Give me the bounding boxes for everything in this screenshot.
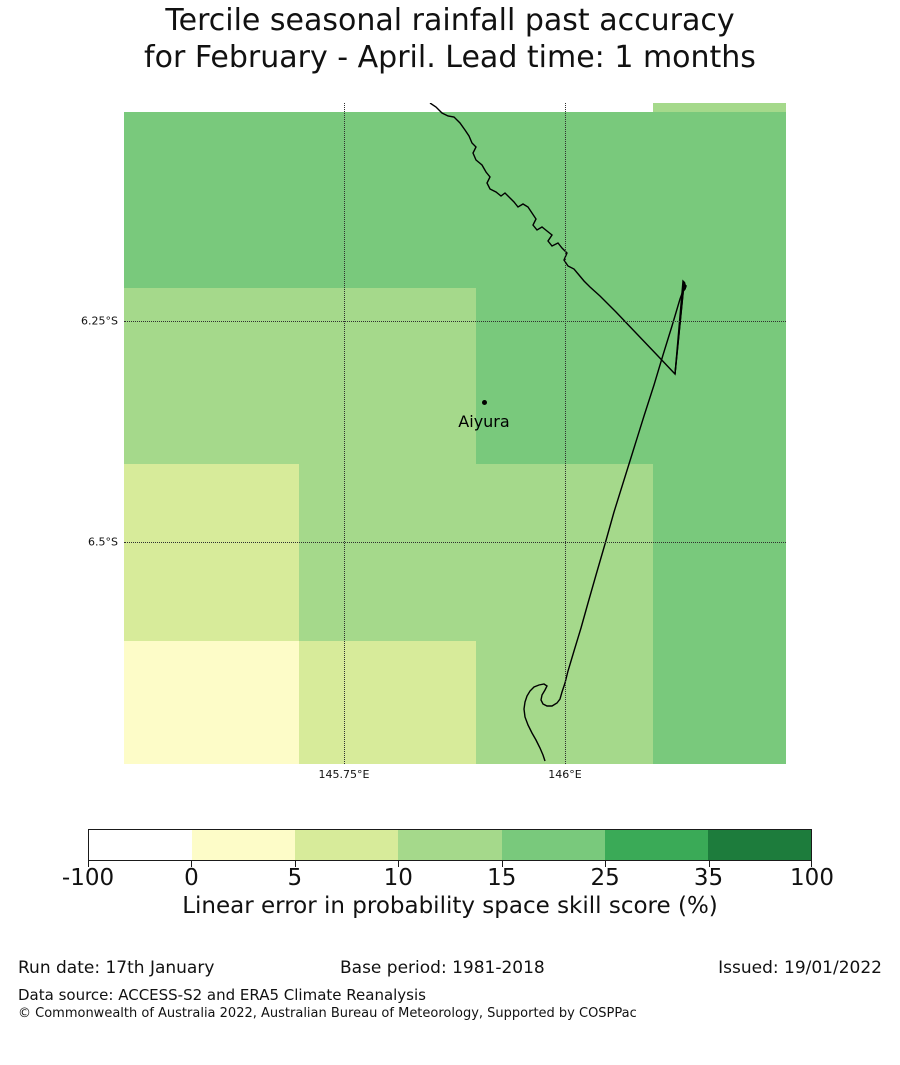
- colorbar-tick-mark: [191, 861, 193, 867]
- colorbar-tick-mark: [88, 861, 89, 867]
- heatmap-cell: [653, 641, 786, 764]
- longitude-tick-label: 145.75°E: [318, 768, 370, 781]
- colorbar-tick-label: 15: [487, 865, 517, 891]
- colorbar-segment: [501, 830, 605, 860]
- colorbar-tick-label: -100: [61, 865, 115, 891]
- heatmap-cell: [476, 641, 653, 764]
- station-marker-aiyura: [482, 400, 487, 405]
- heatmap-cell: [299, 641, 476, 764]
- colorbar-segment: [604, 830, 708, 860]
- heatmap-cell: [124, 641, 299, 764]
- heatmap-cell: [653, 288, 786, 464]
- heatmap-cell: [299, 464, 653, 641]
- footer-data-source: Data source: ACCESS-S2 and ERA5 Climate …: [18, 986, 426, 1004]
- colorbar-tick-mark: [294, 861, 296, 867]
- colorbar-tick-mark: [398, 861, 400, 867]
- colorbar-tick-mark: [708, 861, 710, 867]
- colorbar-tick-label: 5: [287, 865, 303, 891]
- footer-copyright: © Commonwealth of Australia 2022, Austra…: [18, 1006, 637, 1021]
- colorbar[interactable]: -100 0 5 10 15 25 35 100: [62, 829, 834, 891]
- heatmap-cell: [653, 112, 786, 297]
- heatmap-cell: [653, 464, 786, 641]
- colorbar-tick-label: 35: [693, 865, 724, 891]
- page-title: Tercile seasonal rainfall past accuracy …: [0, 0, 900, 76]
- colorbar-tick-mark: [605, 861, 607, 867]
- page-title-line-1: Tercile seasonal rainfall past accuracy: [165, 3, 735, 38]
- station-label-aiyura: Aiyura: [458, 412, 510, 431]
- latitude-tick-label: 6.25°S: [81, 314, 118, 328]
- colorbar-gradient: [88, 829, 812, 861]
- footer: Run date: 17th January Base period: 1981…: [0, 958, 900, 1021]
- footer-base-period: Base period: 1981-2018: [340, 958, 545, 978]
- colorbar-tick-label: 10: [383, 865, 413, 891]
- colorbar-axis-label: Linear error in probability space skill …: [182, 893, 718, 919]
- colorbar-tick-mark: [501, 861, 503, 867]
- page-title-line-2: for February - April. Lead time: 1 month…: [144, 40, 756, 75]
- colorbar-segment: [295, 830, 399, 860]
- footer-meta-row: Run date: 17th January Base period: 1981…: [0, 958, 900, 984]
- heatmap-cell: [124, 464, 299, 641]
- heatmap-cell: [476, 288, 653, 464]
- map-plot-area[interactable]: Aiyura: [124, 103, 786, 764]
- colorbar-segment: [192, 830, 296, 860]
- skill-score-heatmap-cells: [124, 103, 786, 764]
- colorbar-segment: [89, 830, 193, 860]
- heatmap-cell: [124, 112, 653, 297]
- colorbar-tick-label: 25: [590, 865, 620, 891]
- colorbar-tick-label: 100: [790, 865, 834, 891]
- heatmap-cell: [653, 103, 786, 112]
- colorbar-tick-label: 0: [184, 865, 199, 891]
- longitude-tick-label: 146°E: [548, 768, 582, 781]
- footer-run-date: Run date: 17th January: [18, 958, 215, 978]
- footer-issued-date: Issued: 19/01/2022: [718, 958, 882, 978]
- colorbar-tick-mark: [811, 861, 812, 867]
- colorbar-segment: [707, 830, 811, 860]
- heatmap-cell: [124, 288, 476, 464]
- latitude-tick-label: 6.5°S: [88, 535, 118, 549]
- colorbar-segment: [398, 830, 502, 860]
